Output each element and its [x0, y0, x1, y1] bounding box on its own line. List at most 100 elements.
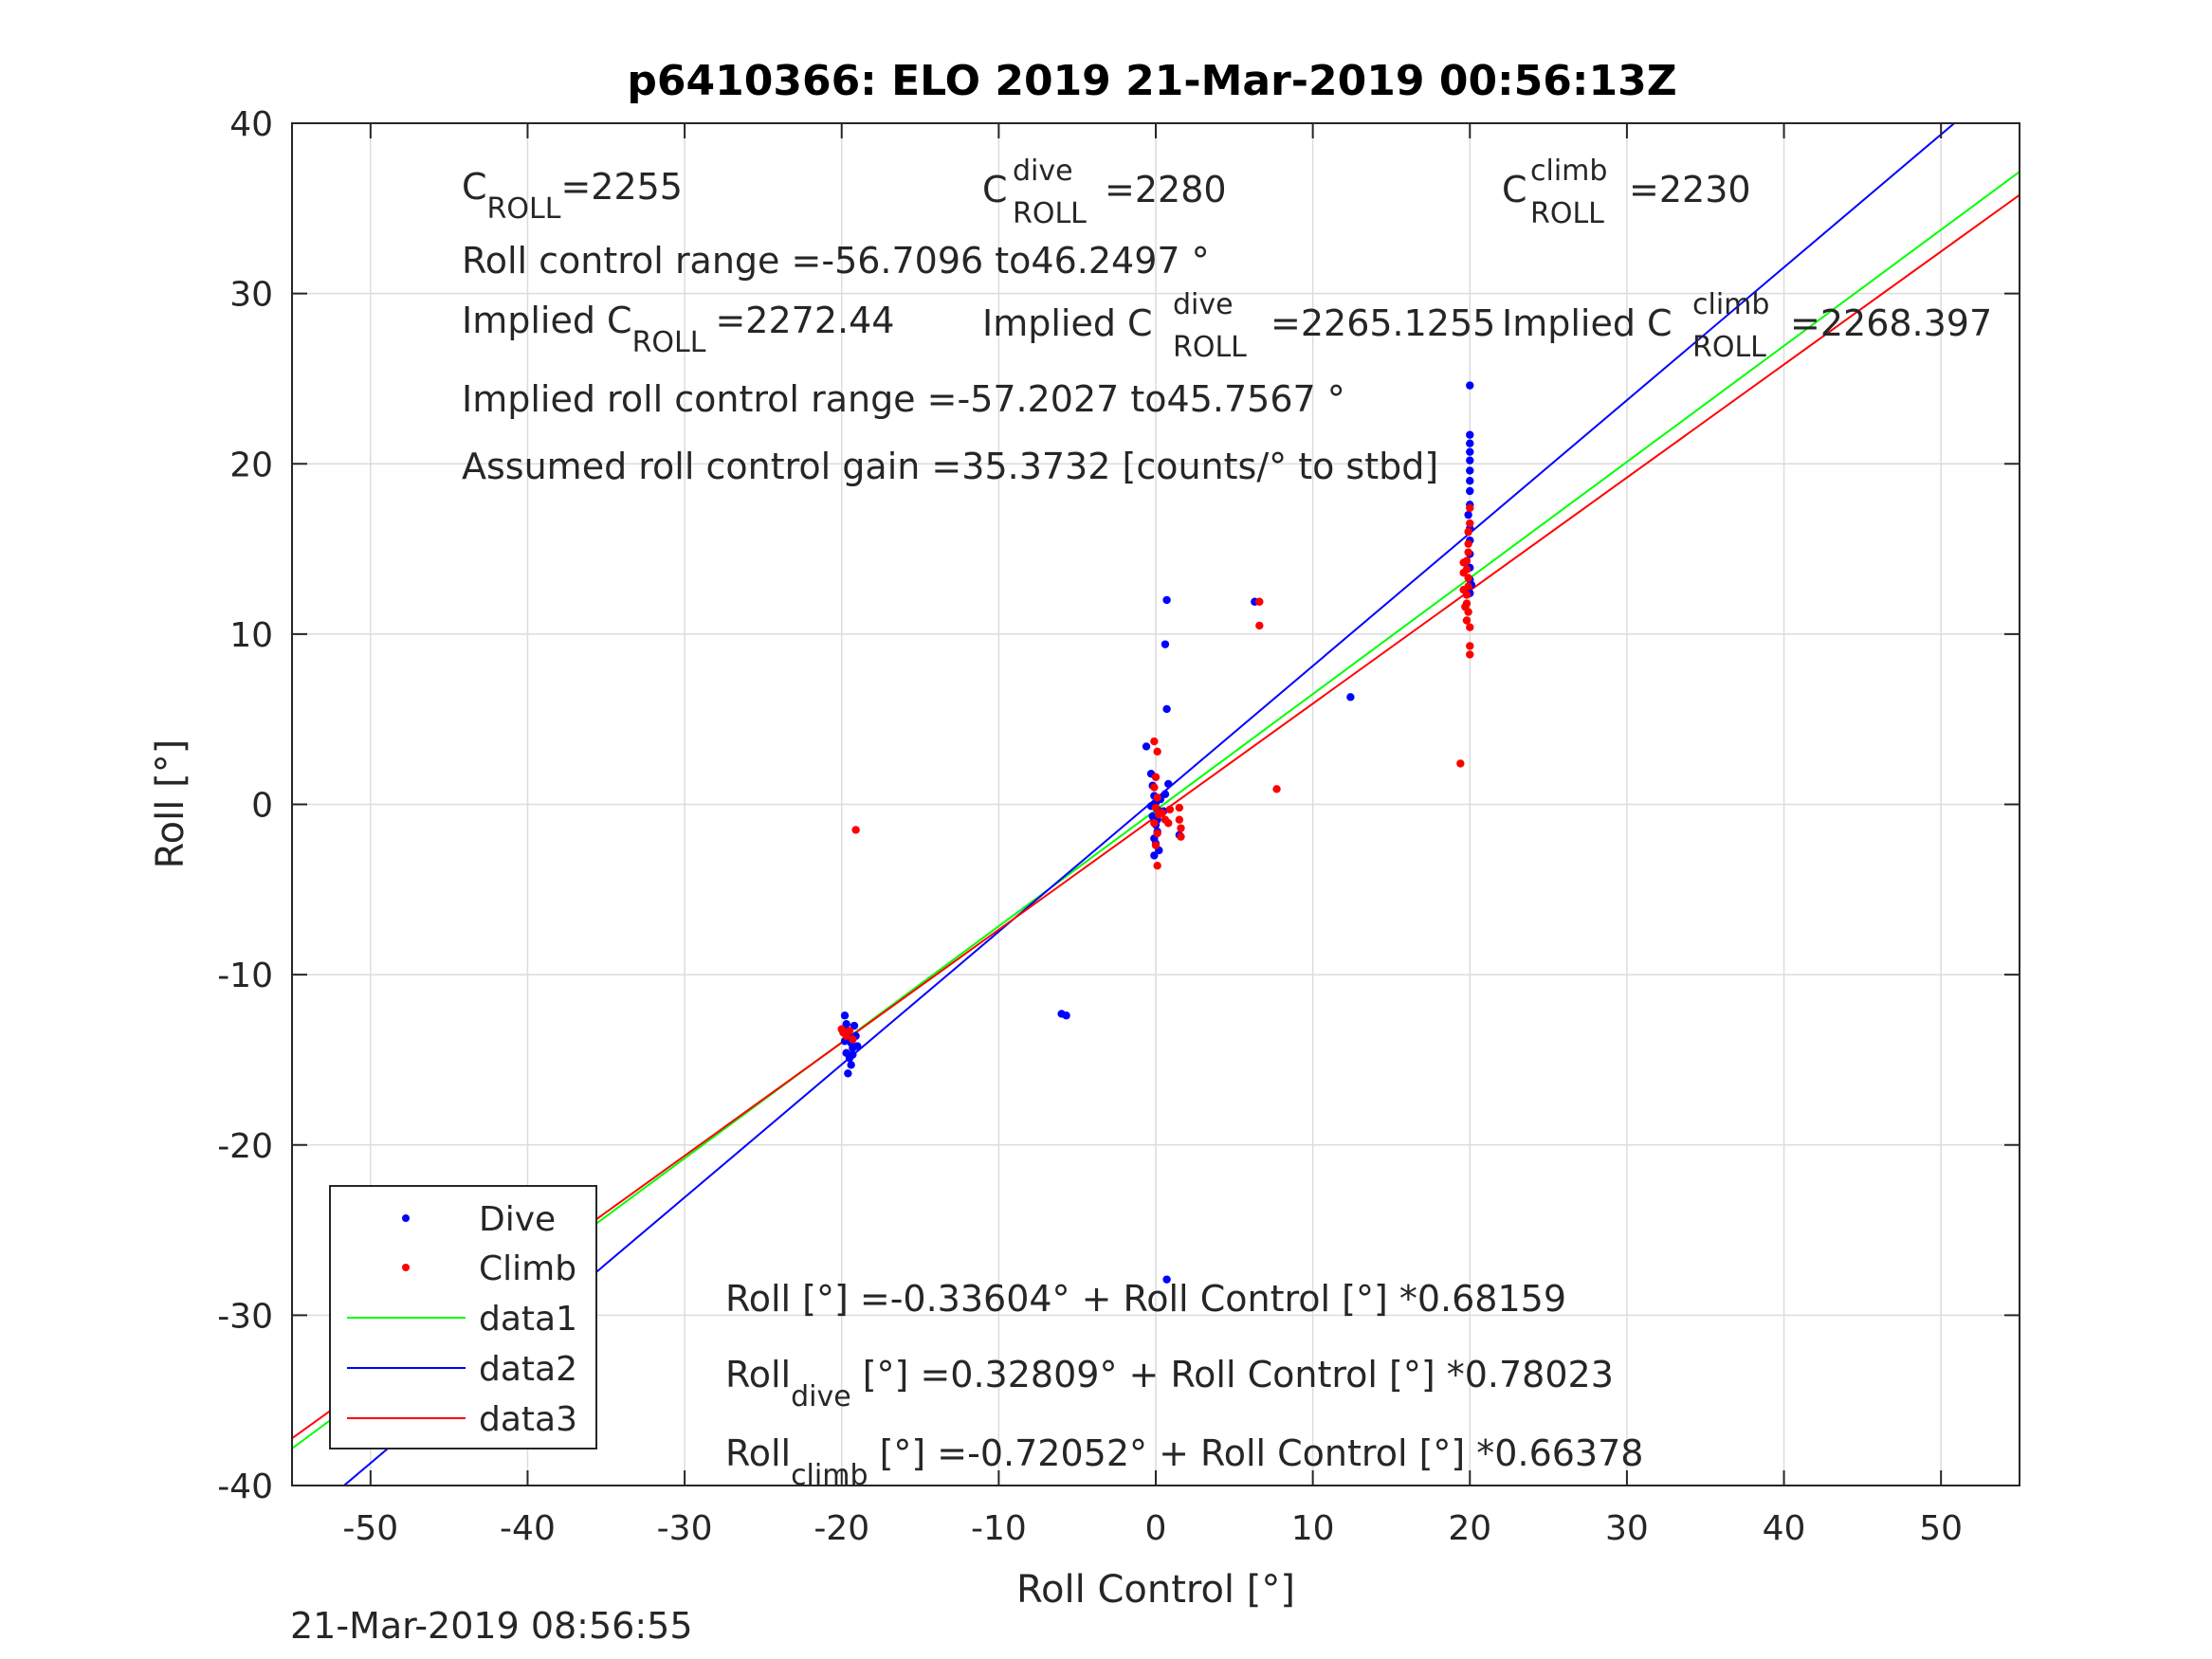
legend-climb-marker [402, 1264, 410, 1271]
x-tick-label: 30 [1605, 1509, 1649, 1548]
x-tick-label: -30 [657, 1509, 713, 1548]
c-roll-annotation: CROLL=2255 [462, 166, 683, 226]
point-dive [1466, 430, 1474, 439]
point-dive [1161, 790, 1170, 798]
chart-title: p6410366: ELO 2019 21-Mar-2019 00:56:13Z [627, 57, 1676, 105]
point-dive [1466, 447, 1474, 456]
x-tick-labels: -50 -40 -30 -20 -10 0 10 20 30 40 50 [342, 1509, 1963, 1548]
y-tick-labels: -40 -30 -20 -10 0 10 20 30 40 [217, 105, 273, 1506]
point-climb [1165, 805, 1175, 814]
point-climb [1466, 519, 1474, 528]
point-climb [1175, 815, 1184, 824]
point-climb [1459, 569, 1468, 577]
point-climb [1153, 861, 1161, 870]
fit-climb-equation: Rollclimb [°] =-0.72052° + Roll Control … [725, 1432, 1643, 1492]
point-climb [845, 1027, 854, 1035]
point-dive [1161, 640, 1170, 648]
point-climb [1255, 621, 1264, 630]
point-dive [1346, 693, 1355, 702]
point-climb [1151, 803, 1161, 812]
fit-dive-equation: Rolldive [°] =0.32809° + Roll Control [°… [725, 1354, 1614, 1413]
x-tick-label: 10 [1291, 1509, 1335, 1548]
point-climb [1153, 747, 1161, 757]
y-tick-label: -20 [217, 1127, 273, 1166]
y-tick-label: 10 [229, 616, 273, 655]
point-dive [1466, 456, 1474, 465]
legend-dive-label: Dive [479, 1200, 556, 1239]
legend-dive-marker [402, 1214, 410, 1222]
point-dive [1466, 477, 1474, 485]
point-climb [1459, 558, 1468, 567]
point-climb [1464, 548, 1472, 556]
point-dive [1062, 1012, 1070, 1020]
implied-roll-control-range-annotation: Implied roll control range =-57.2027 to4… [462, 378, 1345, 420]
point-dive [1466, 486, 1474, 496]
scatter-points [837, 381, 1476, 1284]
point-dive [849, 1050, 857, 1059]
x-tick-label: 20 [1448, 1509, 1491, 1548]
timestamp: 21-Mar-2019 08:56:55 [290, 1605, 693, 1647]
point-climb [1466, 650, 1474, 659]
roll-control-range-annotation: Roll control range =-56.7096 to46.2497 ° [462, 240, 1210, 282]
implied-c-roll-annotation: Implied CROLL=2272.44 [462, 300, 894, 359]
point-climb [1464, 527, 1472, 537]
y-tick-label: 30 [229, 276, 273, 315]
gain-annotation: Assumed roll control gain =35.3732 [coun… [462, 446, 1438, 487]
point-climb [1150, 737, 1159, 746]
legend: Dive Climb data1 data2 data3 [329, 1185, 597, 1449]
legend-climb-label: Climb [479, 1249, 576, 1288]
legend-data1-label: data1 [479, 1300, 577, 1339]
fit-all-equation: Roll [°] =-0.33604° + Roll Control [°] *… [725, 1278, 1566, 1320]
point-climb [1462, 616, 1472, 625]
point-climb [1177, 824, 1185, 832]
x-tick-label: 50 [1919, 1509, 1963, 1548]
x-tick-label: 40 [1763, 1509, 1806, 1548]
point-dive [1150, 851, 1159, 860]
point-dive [1162, 1275, 1171, 1284]
point-climb [1459, 585, 1468, 594]
point-dive [1162, 595, 1171, 605]
point-climb [1466, 642, 1474, 650]
point-climb [851, 826, 860, 834]
point-climb [1464, 574, 1472, 582]
y-axis-label: Roll [°] [149, 739, 192, 869]
point-dive [847, 1061, 855, 1069]
point-dive [850, 1021, 859, 1030]
point-dive [1142, 742, 1151, 751]
point-dive [1466, 466, 1474, 475]
point-dive [1164, 779, 1173, 789]
y-tick-label: 0 [251, 787, 273, 826]
x-tick-label: 0 [1145, 1509, 1167, 1548]
point-dive [853, 1042, 862, 1050]
point-climb [1456, 759, 1465, 768]
point-climb [1466, 623, 1474, 631]
y-tick-label: 20 [229, 446, 273, 484]
legend-data2-label: data2 [479, 1350, 577, 1389]
point-climb [1272, 785, 1281, 793]
x-tick-label: -20 [814, 1509, 869, 1548]
y-tick-label: -40 [217, 1468, 273, 1506]
point-climb [1158, 809, 1166, 817]
x-axis-label: Roll Control [°] [1016, 1568, 1295, 1612]
point-climb [849, 1035, 857, 1044]
point-climb [1153, 829, 1161, 838]
point-dive [840, 1012, 850, 1020]
point-climb [1461, 602, 1470, 611]
point-climb [1151, 841, 1161, 849]
point-climb [1151, 773, 1161, 781]
point-dive [1466, 439, 1474, 447]
point-climb [1150, 783, 1159, 792]
point-dive [1162, 704, 1171, 714]
point-climb [1150, 819, 1159, 828]
point-climb [1464, 539, 1472, 548]
x-tick-label: -10 [971, 1509, 1027, 1548]
x-tick-label: -40 [500, 1509, 556, 1548]
x-tick-label: -50 [342, 1509, 398, 1548]
axis-ticks [292, 122, 2020, 1486]
point-dive [1464, 510, 1472, 520]
point-climb [1466, 503, 1474, 513]
point-climb [1153, 793, 1161, 802]
